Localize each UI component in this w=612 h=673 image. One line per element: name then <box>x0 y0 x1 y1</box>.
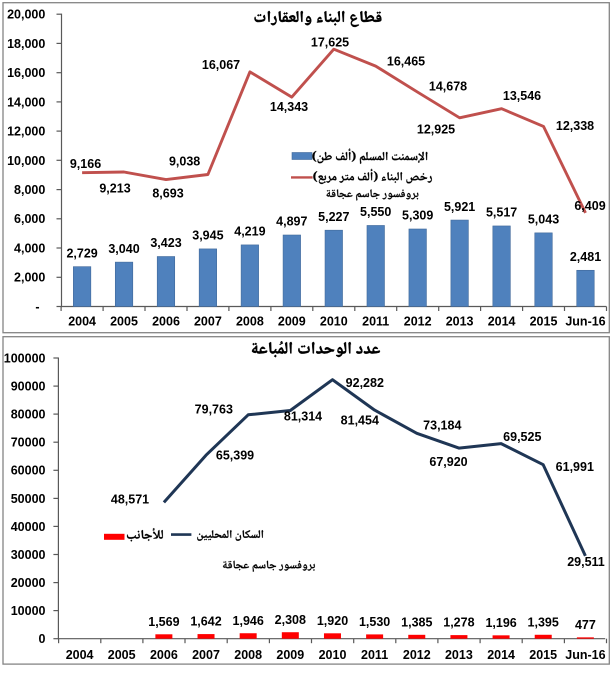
svg-text:1,395: 1,395 <box>528 615 559 629</box>
svg-text:12,925: 12,925 <box>417 123 455 137</box>
svg-text:16,465: 16,465 <box>387 54 425 68</box>
svg-text:4,219: 4,219 <box>234 225 265 239</box>
svg-text:2,481: 2,481 <box>570 250 601 264</box>
svg-text:6,000: 6,000 <box>14 212 45 226</box>
svg-text:2009: 2009 <box>278 314 306 328</box>
svg-text:2,308: 2,308 <box>275 613 306 627</box>
svg-text:2005: 2005 <box>110 314 138 328</box>
svg-text:14,000: 14,000 <box>7 95 45 109</box>
svg-text:20,000: 20,000 <box>7 8 45 22</box>
svg-text:2012: 2012 <box>403 648 431 662</box>
svg-text:477: 477 <box>575 618 596 632</box>
svg-text:2012: 2012 <box>404 314 432 328</box>
svg-text:2015: 2015 <box>529 648 557 662</box>
svg-text:-: - <box>35 300 39 314</box>
svg-text:29,511: 29,511 <box>567 555 605 569</box>
svg-text:60000: 60000 <box>11 464 46 478</box>
svg-text:Jun-16: Jun-16 <box>565 648 605 662</box>
svg-text:8,693: 8,693 <box>152 187 183 201</box>
svg-text:69,525: 69,525 <box>503 430 541 444</box>
svg-text:80000: 80000 <box>11 408 46 422</box>
svg-text:2010: 2010 <box>320 314 348 328</box>
svg-text:73,184: 73,184 <box>423 419 461 433</box>
svg-text:1,920: 1,920 <box>317 614 348 628</box>
svg-text:20000: 20000 <box>11 576 46 590</box>
svg-text:2007: 2007 <box>192 648 220 662</box>
svg-text:5,227: 5,227 <box>318 210 349 224</box>
svg-text:48,571: 48,571 <box>111 493 149 507</box>
svg-text:1,530: 1,530 <box>359 615 390 629</box>
svg-text:2014: 2014 <box>487 648 515 662</box>
svg-text:61,991: 61,991 <box>556 460 594 474</box>
svg-text:13,546: 13,546 <box>503 89 541 103</box>
svg-text:2015: 2015 <box>530 314 558 328</box>
svg-text:3,423: 3,423 <box>150 236 181 250</box>
svg-text:2010: 2010 <box>319 648 347 662</box>
svg-text:2009: 2009 <box>276 648 304 662</box>
svg-text:5,921: 5,921 <box>444 200 475 214</box>
svg-text:2007: 2007 <box>194 314 222 328</box>
svg-text:79,763: 79,763 <box>195 402 233 416</box>
svg-text:16,000: 16,000 <box>7 66 45 80</box>
svg-text:10,000: 10,000 <box>7 154 45 168</box>
svg-text:14,678: 14,678 <box>429 80 467 94</box>
svg-text:5,309: 5,309 <box>402 209 433 223</box>
svg-text:0: 0 <box>39 632 46 646</box>
svg-text:2011: 2011 <box>362 314 389 328</box>
svg-text:2,000: 2,000 <box>14 271 45 285</box>
svg-text:5,517: 5,517 <box>486 206 517 220</box>
svg-text:9,213: 9,213 <box>99 181 130 195</box>
svg-text:2006: 2006 <box>150 648 178 662</box>
svg-text:65,399: 65,399 <box>216 449 254 463</box>
svg-text:2013: 2013 <box>445 648 473 662</box>
svg-text:1,278: 1,278 <box>443 616 474 630</box>
svg-text:9,038: 9,038 <box>169 155 200 169</box>
svg-text:30000: 30000 <box>11 548 46 562</box>
svg-text:6,409: 6,409 <box>574 199 605 213</box>
svg-text:2013: 2013 <box>446 314 474 328</box>
svg-text:14,343: 14,343 <box>270 100 308 114</box>
svg-text:1,385: 1,385 <box>401 615 432 629</box>
svg-text:81,314: 81,314 <box>284 410 322 424</box>
svg-text:8,000: 8,000 <box>14 183 45 197</box>
svg-text:50000: 50000 <box>11 492 46 506</box>
svg-text:12,000: 12,000 <box>7 125 45 139</box>
svg-text:2008: 2008 <box>236 314 264 328</box>
svg-text:2008: 2008 <box>234 648 262 662</box>
svg-text:2004: 2004 <box>66 648 94 662</box>
svg-text:1,642: 1,642 <box>190 615 221 629</box>
svg-text:2,729: 2,729 <box>66 246 97 260</box>
svg-text:3,945: 3,945 <box>192 229 223 243</box>
svg-text:5,043: 5,043 <box>528 213 559 227</box>
svg-text:9,166: 9,166 <box>70 157 101 171</box>
svg-text:100000: 100000 <box>4 351 46 365</box>
svg-text:1,946: 1,946 <box>233 614 264 628</box>
svg-text:70000: 70000 <box>11 436 46 450</box>
svg-text:92,282: 92,282 <box>346 376 384 390</box>
svg-text:3,040: 3,040 <box>108 242 139 256</box>
svg-text:1,569: 1,569 <box>148 615 179 629</box>
svg-text:Jun-16: Jun-16 <box>565 314 605 328</box>
svg-text:18,000: 18,000 <box>7 37 45 51</box>
svg-text:12,338: 12,338 <box>556 119 594 133</box>
svg-text:2005: 2005 <box>108 648 136 662</box>
svg-text:2011: 2011 <box>361 648 388 662</box>
svg-text:17,625: 17,625 <box>311 35 349 49</box>
svg-text:2004: 2004 <box>68 314 96 328</box>
svg-text:4,897: 4,897 <box>276 215 307 229</box>
svg-text:2006: 2006 <box>152 314 180 328</box>
svg-text:1,196: 1,196 <box>485 616 516 630</box>
svg-text:90000: 90000 <box>11 380 46 394</box>
svg-text:2014: 2014 <box>488 314 516 328</box>
svg-text:67,920: 67,920 <box>429 455 467 469</box>
svg-text:4,000: 4,000 <box>14 241 45 255</box>
svg-text:5,550: 5,550 <box>360 205 391 219</box>
svg-text:81,454: 81,454 <box>341 414 379 428</box>
svg-text:10000: 10000 <box>11 604 46 618</box>
svg-text:16,067: 16,067 <box>202 58 240 72</box>
svg-text:40000: 40000 <box>11 520 46 534</box>
